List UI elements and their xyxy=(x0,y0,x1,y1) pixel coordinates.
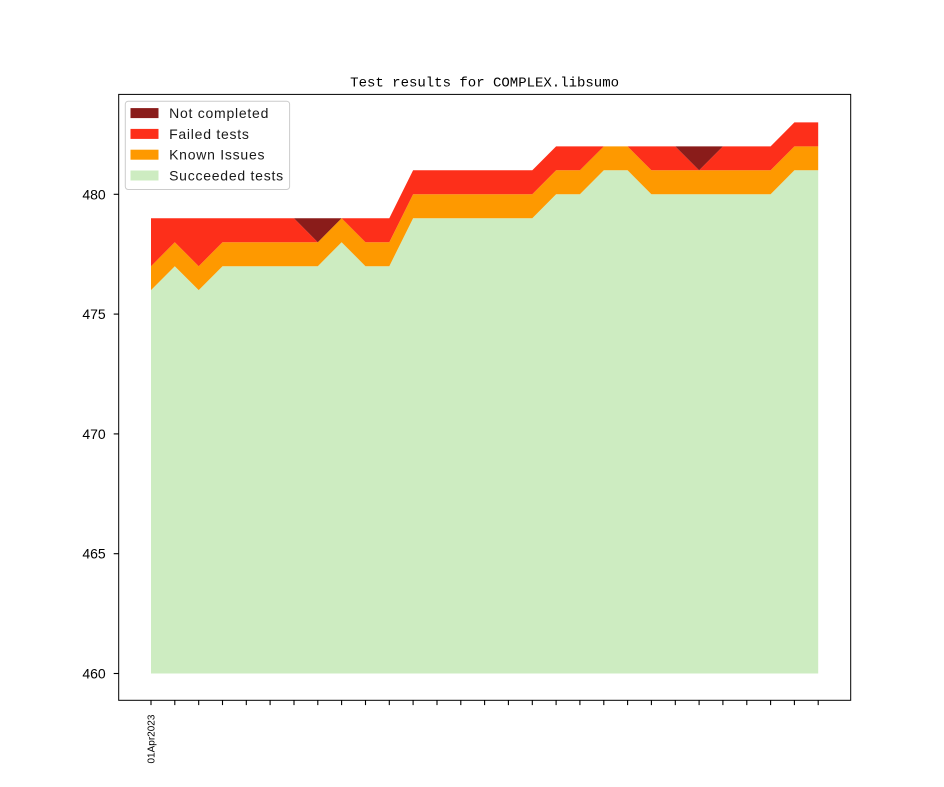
svg-text:465: 465 xyxy=(82,546,106,562)
svg-text:475: 475 xyxy=(82,306,106,322)
svg-text:460: 460 xyxy=(82,666,106,682)
svg-text:Not completed: Not completed xyxy=(169,105,269,121)
svg-text:Test results for COMPLEX.libsu: Test results for COMPLEX.libsumo xyxy=(350,76,619,92)
svg-text:480: 480 xyxy=(82,186,106,202)
svg-text:Known Issues: Known Issues xyxy=(169,147,265,163)
svg-text:Succeeded tests: Succeeded tests xyxy=(169,168,284,184)
svg-text:470: 470 xyxy=(82,426,106,442)
svg-text:Failed tests: Failed tests xyxy=(169,126,250,142)
svg-text:01Apr2023: 01Apr2023 xyxy=(147,714,158,763)
